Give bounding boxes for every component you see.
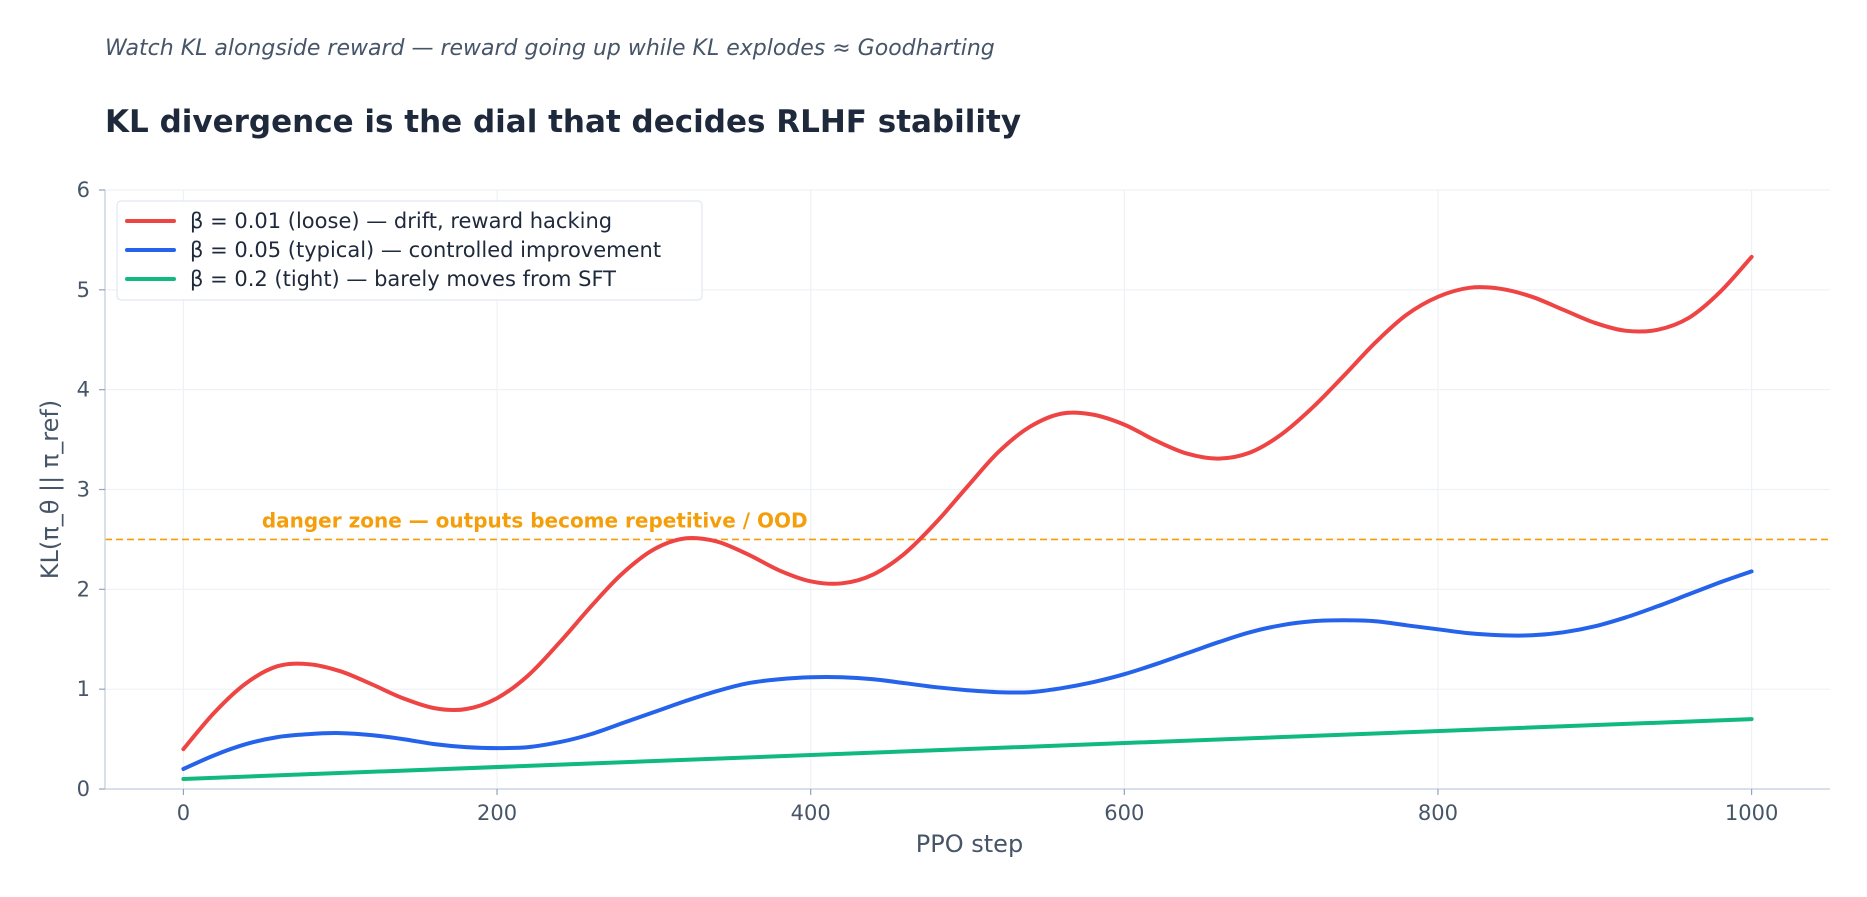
- y-tick-label: 1: [77, 677, 90, 701]
- chart-title: KL divergence is the dial that decides R…: [105, 104, 1022, 140]
- y-tick-label: 2: [77, 577, 90, 601]
- x-tick-label: 400: [791, 801, 831, 825]
- series-line-beta-0-05: [181, 569, 1754, 771]
- y-axis-label: KL(π_θ || π_ref): [36, 400, 64, 579]
- y-tick-label: 0: [77, 777, 90, 801]
- danger-threshold: danger zone — outputs become repetitive …: [105, 508, 1830, 541]
- x-tick-label: 1000: [1725, 801, 1778, 825]
- series-lines: [181, 254, 1754, 781]
- danger-zone-label: danger zone — outputs become repetitive …: [262, 508, 808, 532]
- x-tick-label: 200: [477, 801, 517, 825]
- x-tick-label: 600: [1104, 801, 1144, 825]
- y-tick-label: 5: [77, 278, 90, 302]
- chart-subtitle: Watch KL alongside reward — reward going…: [105, 36, 995, 61]
- x-axis-label: PPO step: [916, 830, 1023, 858]
- x-tick-label: 0: [177, 801, 190, 825]
- legend: β = 0.01 (loose) — drift, reward hacking…: [116, 200, 703, 301]
- y-tick-label: 3: [77, 478, 90, 502]
- series-line-beta-0-2: [181, 717, 1754, 781]
- y-tick-label: 4: [77, 378, 90, 402]
- y-tick-label: 6: [77, 178, 90, 202]
- x-tick-label: 800: [1418, 801, 1458, 825]
- legend-entry: β = 0.01 (loose) — drift, reward hacking: [190, 209, 612, 233]
- legend-entry: β = 0.05 (typical) — controlled improvem…: [190, 238, 661, 262]
- series-line-beta-0-01: [181, 254, 1754, 752]
- legend-box: [116, 200, 703, 301]
- axes: 0 200 400 600 800 1000 0 1 2 3 4 5 6 PPO step KL(π_θ |…: [36, 178, 1830, 858]
- legend-entry: β = 0.2 (tight) — barely moves from SFT: [190, 267, 616, 291]
